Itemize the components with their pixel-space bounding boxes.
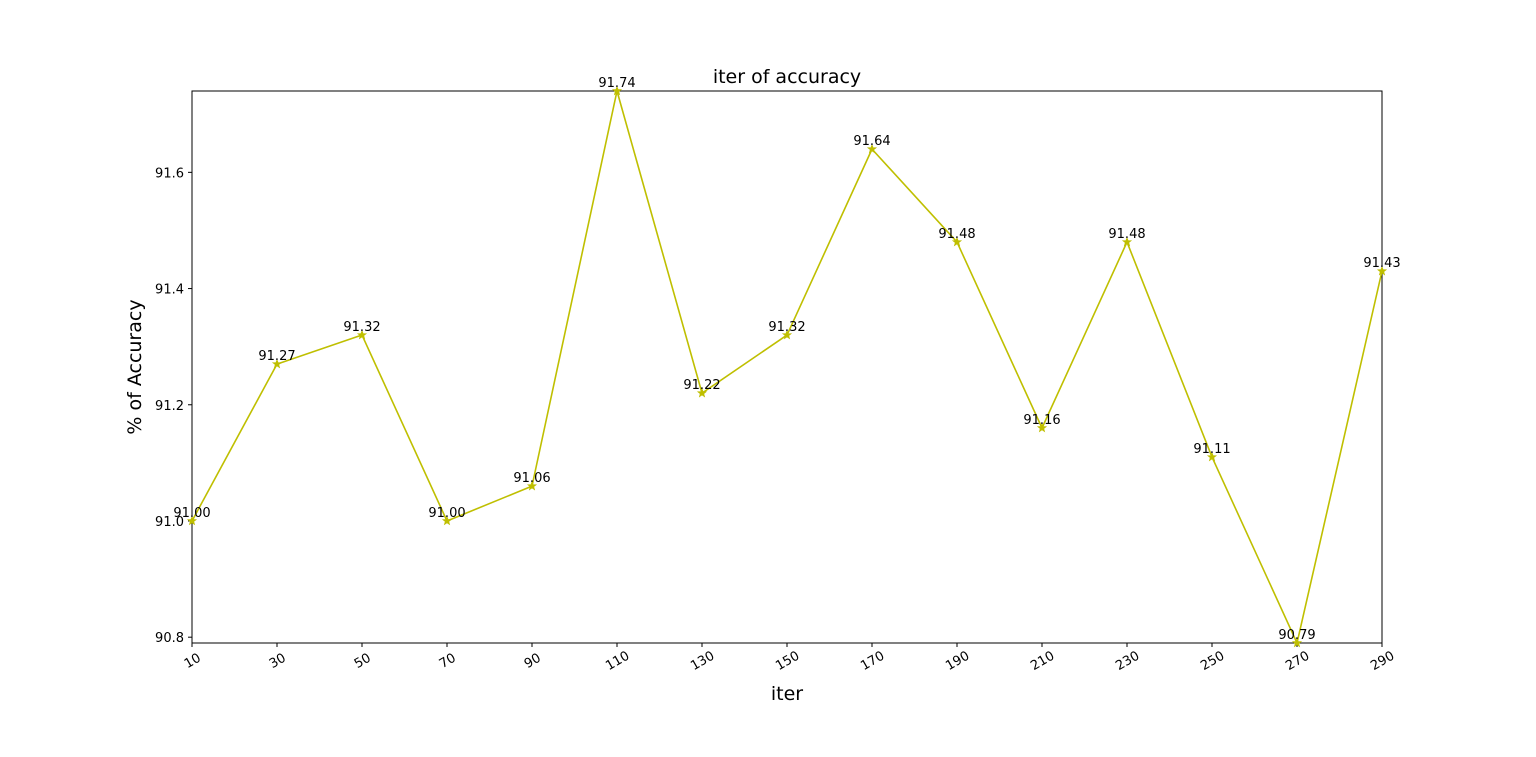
plot-frame — [191, 90, 1383, 644]
y-tick-label-3: 91.4 — [155, 283, 184, 298]
series-line — [191, 90, 1383, 644]
data-point-11 — [1121, 236, 1133, 247]
data-label-1: 91.27 — [258, 349, 295, 364]
x-tick-label-5: 110 — [603, 649, 632, 674]
data-label-12: 91.11 — [1193, 442, 1230, 457]
data-label-14: 91.43 — [1363, 256, 1400, 271]
data-point-9 — [951, 236, 963, 247]
chart-title: iter of accuracy — [713, 66, 861, 88]
data-point-14 — [1376, 265, 1388, 276]
data-label-6: 91.22 — [683, 378, 720, 393]
x-tick-label-4: 90 — [522, 651, 544, 672]
x-tick-label-14: 290 — [1368, 649, 1397, 674]
data-label-4: 91.06 — [513, 471, 550, 486]
x-tick-label-2: 50 — [352, 651, 374, 672]
data-label-5: 91.74 — [598, 76, 635, 91]
data-point-1 — [271, 358, 283, 369]
data-point-13 — [1291, 637, 1303, 648]
x-tick-label-8: 170 — [858, 649, 887, 674]
y-axis-label: % of Accuracy — [124, 299, 146, 434]
data-label-0: 91.00 — [173, 506, 210, 521]
y-tick-label-1: 91.0 — [155, 515, 184, 530]
data-point-0 — [186, 515, 198, 526]
y-tick-label-0: 90.8 — [155, 631, 184, 646]
data-point-7 — [781, 329, 793, 340]
x-tick-label-13: 270 — [1283, 649, 1312, 674]
x-tick-label-7: 150 — [773, 649, 802, 674]
x-tick-label-9: 190 — [943, 649, 972, 674]
data-label-7: 91.32 — [768, 320, 805, 335]
data-label-9: 91.48 — [938, 227, 975, 242]
x-tick-label-6: 130 — [688, 649, 717, 674]
data-point-10 — [1036, 422, 1048, 433]
plot-area: 90.8 91.0 91.2 91.4 91.6 10 30 50 70 90 110 130 150 1… — [155, 76, 1401, 674]
data-point-2 — [356, 329, 368, 340]
x-tick-label-1: 30 — [267, 651, 289, 672]
x-tick-label-0: 10 — [182, 651, 204, 672]
data-label-2: 91.32 — [343, 320, 380, 335]
data-point-6 — [696, 387, 708, 398]
x-tick-label-3: 70 — [437, 651, 459, 672]
data-point-3 — [441, 515, 453, 526]
data-point-12 — [1206, 451, 1218, 462]
x-tick-label-12: 250 — [1198, 649, 1227, 674]
x-axis-label: iter — [771, 683, 803, 705]
x-tick-label-10: 210 — [1028, 649, 1057, 674]
data-label-10: 91.16 — [1023, 413, 1060, 428]
y-tick-label-2: 91.2 — [155, 399, 184, 414]
x-tick-label-11: 230 — [1113, 649, 1142, 674]
data-point-4 — [526, 480, 538, 491]
data-point-5 — [611, 85, 623, 96]
data-label-11: 91.48 — [1108, 227, 1145, 242]
data-label-8: 91.64 — [853, 134, 890, 149]
data-point-8 — [866, 143, 878, 154]
data-label-13: 90.79 — [1278, 628, 1315, 643]
data-label-3: 91.00 — [428, 506, 465, 521]
y-tick-label-4: 91.6 — [155, 166, 184, 181]
